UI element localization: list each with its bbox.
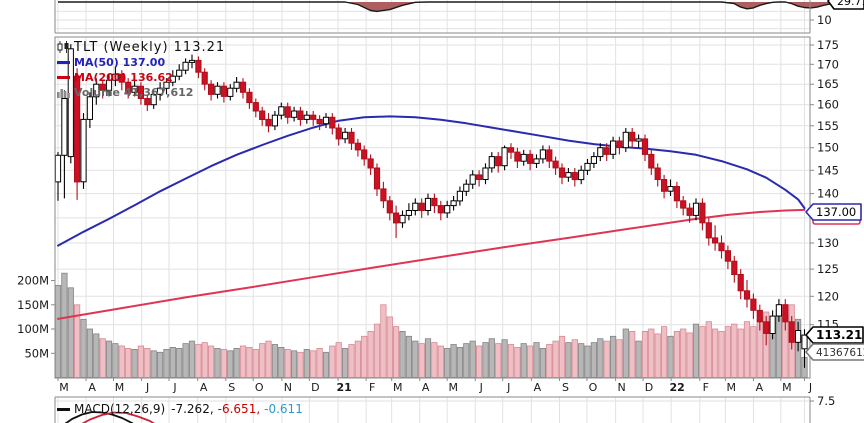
chart-legend: TLT (Weekly) 113.21 MA(50) 137.00 MA(200… (57, 40, 225, 100)
svg-text:22: 22 (669, 381, 684, 394)
svg-text:M: M (59, 381, 69, 394)
svg-text:J: J (479, 381, 483, 394)
svg-text:145: 145 (817, 163, 839, 177)
svg-text:S: S (562, 381, 569, 394)
svg-text:O: O (589, 381, 598, 394)
svg-text:130: 130 (817, 236, 839, 250)
svg-text:7.5: 7.5 (817, 394, 835, 408)
svg-text:155: 155 (817, 119, 839, 133)
svg-text:137.00: 137.00 (816, 205, 856, 219)
volume-bars-icon (57, 85, 70, 100)
macd-label: MACD(12,26,9) (74, 402, 166, 416)
svg-text:J: J (506, 381, 510, 394)
svg-text:D: D (311, 381, 319, 394)
svg-text:M: M (727, 381, 737, 394)
svg-text:150M: 150M (17, 298, 49, 312)
svg-text:N: N (284, 381, 292, 394)
svg-text:J: J (145, 381, 149, 394)
svg-text:100M: 100M (17, 322, 49, 336)
macd-hist-value: -0.611 (264, 402, 303, 416)
svg-text:50M: 50M (24, 346, 49, 360)
svg-text:M: M (393, 381, 403, 394)
svg-text:21: 21 (336, 381, 351, 394)
legend-ma200-row: MA(200) 136.62 (57, 70, 225, 85)
svg-text:A: A (88, 381, 96, 394)
svg-text:175: 175 (817, 38, 839, 52)
macd-line-swatch-icon (57, 407, 70, 411)
svg-text:170: 170 (817, 57, 839, 71)
legend-ma50-row: MA(50) 137.00 (57, 55, 225, 70)
symbol-title: TLT (Weekly) 113.21 (74, 40, 226, 55)
svg-text:140: 140 (817, 187, 839, 201)
legend-symbol-row: TLT (Weekly) 113.21 (57, 40, 225, 55)
svg-text:200M: 200M (17, 274, 49, 288)
ma50-label: MA(50) 137.00 (74, 56, 166, 69)
macd-legend: MACD(12,26,9) -7.262, -6.651, -0.611 (57, 402, 303, 416)
svg-text:O: O (255, 381, 264, 394)
svg-text:J: J (172, 381, 176, 394)
svg-text:150: 150 (817, 141, 839, 155)
macd-signal-value: -6.651, (217, 402, 261, 416)
svg-text:F: F (703, 381, 709, 394)
svg-text:125: 125 (817, 262, 839, 276)
volume-label: Volume 41,367,612 (74, 86, 194, 99)
svg-text:A: A (534, 381, 542, 394)
svg-text:D: D (645, 381, 653, 394)
legend-volume-row: Volume 41,367,612 (57, 85, 225, 100)
svg-text:165: 165 (817, 77, 839, 91)
ma200-label: MA(200) 136.62 (74, 71, 173, 84)
svg-text:A: A (200, 381, 208, 394)
svg-text:120: 120 (817, 289, 839, 303)
svg-text:29.71: 29.71 (837, 0, 864, 8)
svg-text:10: 10 (817, 13, 832, 27)
svg-text:N: N (617, 381, 625, 394)
svg-text:M: M (115, 381, 125, 394)
svg-text:M: M (782, 381, 792, 394)
svg-text:M: M (448, 381, 458, 394)
ma50-line-swatch-icon (57, 61, 70, 64)
svg-text:S: S (228, 381, 235, 394)
ma200-line-swatch-icon (57, 76, 70, 79)
svg-text:F: F (369, 381, 375, 394)
svg-text:A: A (422, 381, 430, 394)
svg-text:113.21: 113.21 (816, 328, 862, 342)
svg-text:J: J (808, 381, 812, 394)
macd-value: -7.262, (171, 402, 214, 416)
candlestick-icon (57, 40, 70, 55)
svg-text:A: A (756, 381, 764, 394)
svg-text:160: 160 (817, 98, 839, 112)
